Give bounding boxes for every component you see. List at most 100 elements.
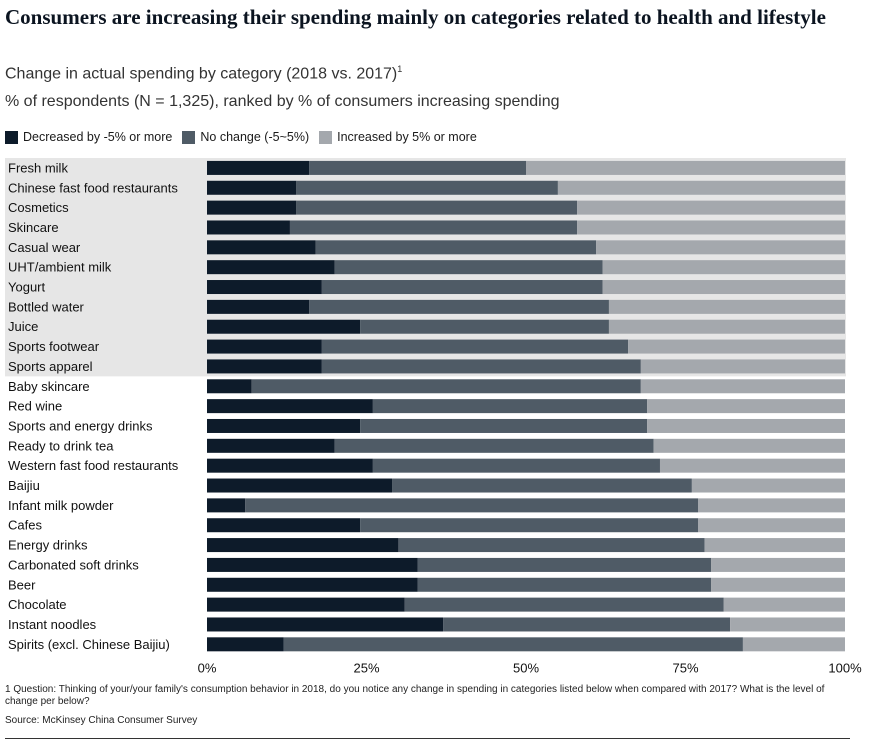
category-label: Juice: [8, 319, 38, 334]
bar-segment-increased: [640, 359, 845, 374]
bar-segment-increased: [659, 458, 845, 473]
legend: Decreased by -5% or more No change (-5~5…: [5, 130, 487, 144]
bar-segment-no-change: [372, 458, 660, 473]
legend-item-no-change: No change (-5~5%): [182, 130, 309, 144]
source: Source: McKinsey China Consumer Survey: [5, 715, 198, 726]
x-tick-label: 0%: [198, 660, 217, 675]
category-label: Yogurt: [8, 280, 45, 295]
bar-segment-increased: [602, 260, 845, 275]
x-tick-label: 75%: [672, 660, 698, 675]
category-label: Baijiu: [8, 478, 40, 493]
x-tick-label: 25%: [353, 660, 379, 675]
bar-segment-no-change: [315, 240, 597, 255]
category-label: Casual wear: [8, 240, 81, 255]
bar-segment-decreased: [207, 577, 418, 592]
bar-segment-no-change: [404, 597, 724, 612]
bar-segment-increased: [577, 220, 845, 235]
category-label: Chocolate: [8, 597, 67, 612]
bar-segment-no-change: [283, 637, 743, 652]
bar-segment-no-change: [398, 538, 705, 553]
bar-segment-increased: [653, 438, 845, 453]
category-label: Fresh milk: [8, 160, 68, 175]
bar-segment-increased: [628, 339, 845, 354]
bar-segment-decreased: [207, 359, 322, 374]
x-tick-label: 100%: [828, 660, 862, 675]
category-label: Chinese fast food restaurants: [8, 180, 178, 195]
footnote-marker: 1: [397, 64, 403, 74]
legend-item-increased: Increased by 5% or more: [319, 130, 477, 144]
bar-segment-no-change: [321, 359, 641, 374]
bar-segment-decreased: [207, 200, 297, 215]
bar-segment-no-change: [321, 280, 603, 295]
bar-segment-no-change: [417, 577, 712, 592]
bar-segment-decreased: [207, 637, 284, 652]
bar-segment-decreased: [207, 240, 316, 255]
legend-label-no-change: No change (-5~5%): [200, 130, 310, 144]
bar-segment-decreased: [207, 220, 290, 235]
category-label: Skincare: [8, 220, 59, 235]
bar-segment-decreased: [207, 458, 373, 473]
bar-segment-increased: [742, 637, 845, 652]
category-label: Spirits (excl. Chinese Baijiu): [8, 637, 170, 652]
bar-segment-decreased: [207, 617, 444, 632]
legend-swatch-decreased: [5, 130, 18, 144]
bar-segment-increased: [608, 319, 845, 334]
category-label: Sports footwear: [8, 339, 100, 354]
bar-segment-no-change: [309, 160, 526, 175]
category-label: Red wine: [8, 399, 62, 414]
category-label: Western fast food restaurants: [8, 458, 179, 473]
legend-label-increased: Increased by 5% or more: [337, 130, 477, 144]
bar-segment-no-change: [296, 200, 578, 215]
legend-swatch-no-change: [182, 130, 196, 144]
category-label: Ready to drink tea: [8, 438, 114, 453]
chart-subtitle-2: % of respondents (N = 1,325), ranked by …: [5, 93, 560, 110]
bar-segment-decreased: [207, 418, 361, 433]
bar-segment-no-change: [296, 180, 558, 195]
bar-segment-decreased: [207, 498, 246, 513]
bar-segment-no-change: [289, 220, 578, 235]
bar-segment-decreased: [207, 478, 393, 493]
bar-segment-decreased: [207, 518, 361, 533]
legend-swatch-increased: [319, 130, 333, 144]
bar-segment-decreased: [207, 597, 405, 612]
legend-label-decreased: Decreased by -5% or more: [23, 130, 173, 144]
category-label: UHT/ambient milk: [8, 260, 112, 275]
legend-item-decreased: Decreased by -5% or more: [5, 130, 172, 144]
bar-segment-decreased: [207, 379, 252, 394]
bar-segment-increased: [730, 617, 845, 632]
bar-segment-increased: [698, 498, 845, 513]
bar-segment-no-change: [245, 498, 699, 513]
bar-segment-increased: [557, 180, 845, 195]
bar-segment-decreased: [207, 557, 418, 572]
category-label: Carbonated soft drinks: [8, 557, 139, 572]
bar-segment-increased: [647, 399, 845, 414]
bar-segment-no-change: [417, 557, 712, 572]
bar-segment-decreased: [207, 180, 297, 195]
bar-segment-decreased: [207, 538, 399, 553]
bar-segment-increased: [698, 518, 845, 533]
bar-segment-no-change: [360, 418, 648, 433]
bar-segment-decreased: [207, 339, 322, 354]
bar-segment-increased: [711, 577, 845, 592]
bar-segment-no-change: [251, 379, 641, 394]
category-label: Beer: [8, 577, 36, 592]
category-label: Cafes: [8, 518, 42, 533]
category-label: Bottled water: [8, 299, 85, 314]
bar-segment-increased: [608, 299, 845, 314]
bar-segment-no-change: [334, 438, 654, 453]
category-label: Energy drinks: [8, 538, 88, 553]
bar-segment-increased: [691, 478, 845, 493]
bar-segment-decreased: [207, 399, 373, 414]
category-label: Instant noodles: [8, 617, 97, 632]
bar-segment-increased: [577, 200, 845, 215]
bar-segment-no-change: [334, 260, 603, 275]
chart-subtitle: Change in actual spending by category (2…: [5, 64, 402, 83]
bar-segment-decreased: [207, 438, 335, 453]
bar-segment-increased: [647, 418, 845, 433]
category-label: Sports and energy drinks: [8, 418, 153, 433]
category-label: Baby skincare: [8, 379, 90, 394]
bar-segment-no-change: [392, 478, 692, 493]
bar-segment-increased: [526, 160, 845, 175]
bar-segment-decreased: [207, 319, 361, 334]
bar-segment-increased: [723, 597, 845, 612]
